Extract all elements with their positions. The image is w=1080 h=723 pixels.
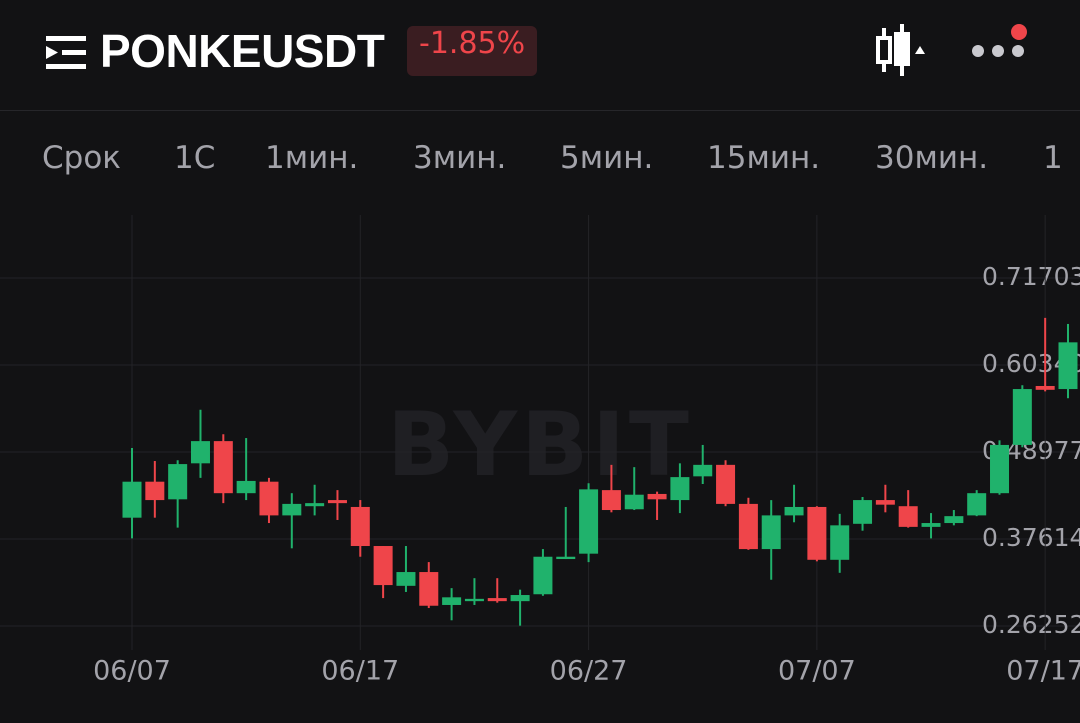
candle-body: [145, 481, 165, 501]
candle-body: [761, 515, 781, 550]
candle-body: [464, 598, 484, 602]
candle-body: [716, 464, 736, 504]
candle-body: [419, 572, 439, 606]
interval-tab[interactable]: 1: [1043, 140, 1063, 176]
divider: [0, 110, 1080, 111]
candle-body: [305, 503, 325, 507]
interval-tab[interactable]: 3мин.: [413, 140, 507, 176]
x-tick-label: 06/07: [93, 656, 171, 687]
interval-tab[interactable]: Срок: [42, 140, 122, 176]
candle-body: [396, 572, 416, 586]
candle-body: [693, 464, 713, 477]
x-tick-label: 06/17: [321, 656, 399, 687]
candle-body: [487, 598, 507, 602]
candle-body: [670, 477, 690, 501]
candle-body: [944, 516, 964, 524]
interval-tab[interactable]: 1мин.: [265, 140, 359, 176]
candle-body: [579, 489, 599, 554]
candle-body: [875, 500, 895, 505]
y-tick-label: 0.37614: [982, 523, 1080, 552]
x-tick-label: 07/07: [778, 656, 856, 687]
candle-body: [350, 506, 370, 547]
candle-body: [898, 506, 918, 527]
candle-body: [190, 441, 210, 464]
candle-body: [327, 500, 347, 504]
candle-body: [236, 480, 256, 494]
candle-body: [807, 506, 827, 560]
candle-body: [738, 503, 758, 550]
y-tick-label: 0.71703: [982, 262, 1080, 291]
candle-body: [282, 503, 302, 516]
menu-icon[interactable]: [46, 36, 86, 69]
candle-body: [442, 597, 462, 605]
candle-body: [853, 500, 873, 524]
candle-body: [601, 490, 621, 511]
symbol-title[interactable]: PONKEUSDT: [100, 25, 385, 77]
interval-tab[interactable]: 30мин.: [875, 140, 989, 176]
candle-body: [168, 464, 188, 500]
more-icon[interactable]: [972, 24, 1027, 57]
interval-tab[interactable]: 5мин.: [560, 140, 654, 176]
candle-body: [647, 493, 667, 500]
y-tick-label: 0.26252: [982, 610, 1080, 639]
candle-body: [830, 525, 850, 560]
price-change: -1.85%: [407, 26, 538, 76]
candle-body: [373, 546, 393, 586]
candle-body: [510, 595, 530, 602]
watermark: BYBIT: [387, 393, 693, 496]
candle-body: [967, 493, 987, 516]
candle-body: [1058, 342, 1078, 390]
candle-body: [624, 494, 644, 510]
header-icons: [46, 24, 1027, 76]
interval-tab[interactable]: 15мин.: [707, 140, 821, 176]
chart-type-icon[interactable]: [876, 24, 925, 76]
candle-body: [122, 481, 142, 518]
candle-body: [990, 444, 1010, 494]
x-tick-label: 06/27: [550, 656, 628, 687]
candle-body: [1035, 385, 1055, 390]
candle-body: [259, 481, 279, 516]
candle-body: [533, 556, 553, 595]
interval-tab[interactable]: 1С: [174, 140, 216, 176]
candle-body: [921, 523, 941, 527]
candle-body: [213, 441, 233, 494]
candle-body: [1012, 389, 1032, 445]
x-tick-label: 07/17: [1006, 656, 1080, 687]
candle-body: [784, 506, 804, 516]
candle-body: [556, 556, 576, 560]
